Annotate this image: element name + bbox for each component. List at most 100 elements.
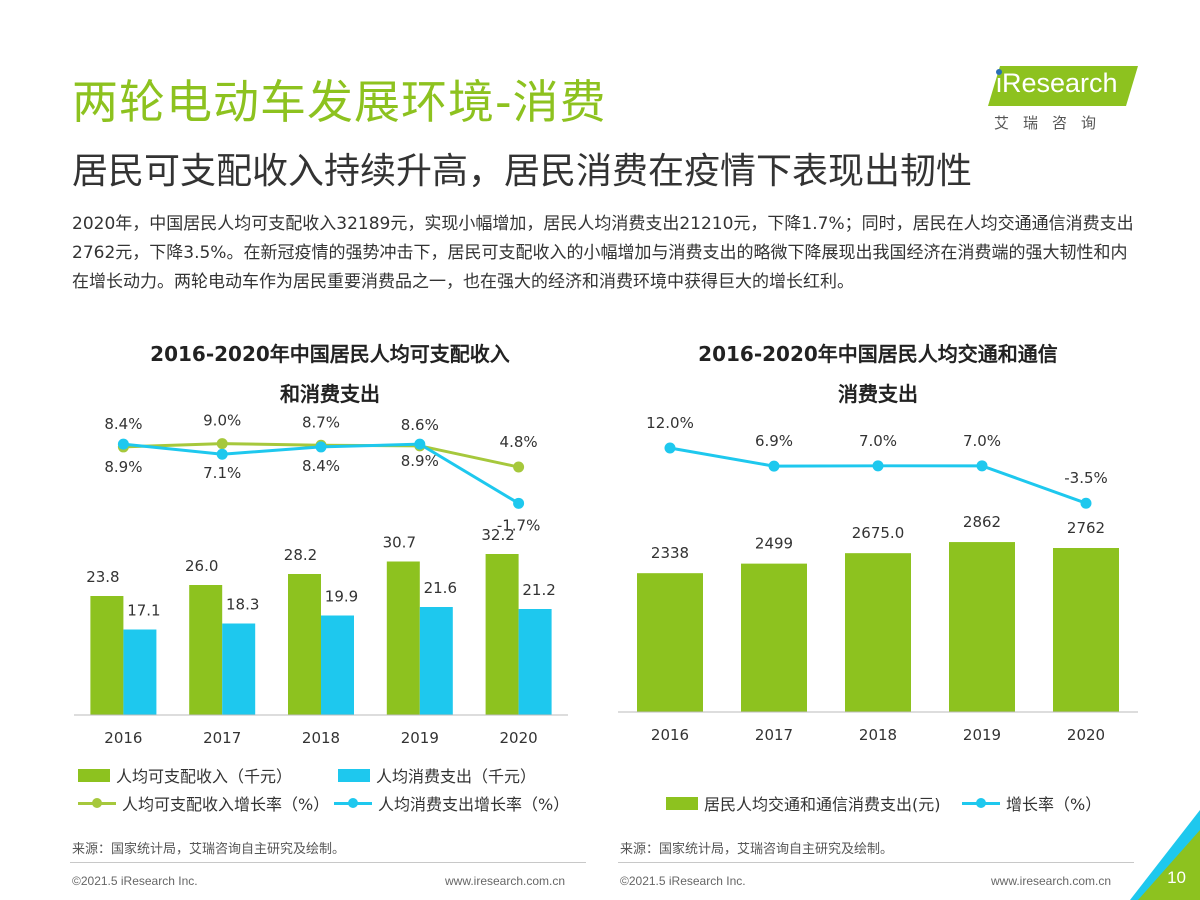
footer-divider-right (618, 862, 1134, 863)
bar-income (485, 554, 519, 715)
x-tick-label: 2016 (104, 729, 142, 747)
iresearch-logo: iResearch 艾瑞咨询 (982, 64, 1142, 134)
transport-growth-line (669, 446, 1087, 505)
consumption-growth-label: 8.9% (401, 452, 439, 470)
bar-transport (949, 542, 1015, 712)
consumption-growth-label: 7.1% (203, 464, 241, 482)
income-growth-point (216, 438, 228, 450)
x-tick-label: 2020 (500, 729, 538, 747)
chart2-source: 来源：国家统计局，艾瑞咨询自主研究及绘制。 (620, 842, 894, 857)
consumption-growth-label: 8.9% (104, 458, 142, 476)
bar-consumption (518, 609, 552, 715)
transport-growth-label: -3.5% (1064, 469, 1108, 487)
income-consumption-chart: 23.8 17.1 2016 26.0 18.3 2017 28.2 19.9 2018 30.7… (74, 412, 568, 747)
transport-growth-label: 7.0% (963, 432, 1001, 450)
bar-consumption (123, 629, 157, 715)
transport-growth-label: 7.0% (859, 432, 897, 450)
x-tick-label: 2020 (1067, 726, 1105, 744)
consumption-growth-point (414, 438, 426, 450)
bar-consumption (419, 607, 453, 715)
income-growth-label: 9.0% (203, 412, 241, 430)
x-tick-label: 2019 (963, 726, 1001, 744)
label-transport: 2762 (1067, 519, 1105, 537)
legend-line-green (78, 797, 116, 810)
label-income: 32.2 (481, 526, 514, 544)
x-tick-label: 2018 (859, 726, 897, 744)
logo-dot-icon (996, 69, 1002, 75)
legend-label: 人均可支配收入（千元） (116, 767, 293, 786)
chart2-title-line2: 消费支出 (838, 382, 918, 406)
legend-label: 人均消费支出（千元） (376, 767, 537, 786)
corner-triangle-decoration (1130, 810, 1200, 900)
label-transport: 2338 (651, 544, 689, 562)
legend-income-bar: 人均可支配收入（千元） (78, 763, 292, 787)
consumption-growth-point (315, 441, 327, 453)
label-income: 26.0 (185, 557, 218, 575)
label-income: 30.7 (383, 534, 416, 552)
label-transport: 2499 (755, 535, 793, 553)
bar-income (189, 585, 223, 715)
consumption-growth-label: -1.7% (497, 516, 541, 534)
chart2-title: 2016-2020年中国居民人均交通和通信 消费支出 (618, 334, 1138, 414)
income-growth-label: 8.4% (104, 415, 142, 433)
bar-transport (1053, 548, 1119, 712)
footer-divider-left (70, 862, 586, 863)
income-growth-point (513, 461, 525, 473)
legend-consumption-bar: 人均消费支出（千元） (338, 763, 536, 787)
legend-line-blue (962, 797, 1000, 810)
chart1-title-line2: 和消费支出 (280, 382, 380, 406)
legend-transport-bar: 居民人均交通和通信消费支出(元) (666, 791, 941, 815)
legend-label: 居民人均交通和通信消费支出(元) (704, 795, 941, 814)
income-growth-label: 4.8% (500, 433, 538, 451)
label-income: 28.2 (284, 546, 317, 564)
legend-transport-growth-line: 增长率（%） (962, 791, 1101, 815)
bar-income (386, 561, 420, 715)
x-tick-label: 2017 (755, 726, 793, 744)
bar-transport (845, 553, 911, 712)
transport-growth-point (976, 460, 988, 472)
logo-badge (988, 66, 1138, 106)
bar-consumption (321, 615, 354, 715)
legend-swatch-green (666, 796, 698, 810)
bar-income (90, 596, 124, 715)
legend-label: 人均可支配收入增长率（%） (122, 795, 330, 814)
income-growth-label: 8.6% (401, 416, 439, 434)
transport-growth-point (872, 460, 884, 472)
footer-url-right[interactable]: www.iresearch.com.cn (991, 874, 1112, 888)
bar-transport (741, 563, 807, 712)
chart1-title-line1: 2016-2020年中国居民人均可支配收入 (150, 342, 510, 366)
bar-transport (637, 573, 703, 712)
logo-chinese-text: 艾瑞咨询 (994, 114, 1111, 132)
bar-income (288, 574, 321, 715)
legend-label: 增长率（%） (1006, 795, 1102, 814)
x-tick-label: 2018 (302, 729, 340, 747)
chart2-title-line1: 2016-2020年中国居民人均交通和通信 (698, 342, 1058, 366)
transport-growth-label: 12.0% (646, 414, 694, 432)
chart1-title: 2016-2020年中国居民人均可支配收入 和消费支出 (70, 334, 590, 414)
label-consumption: 21.2 (522, 581, 555, 599)
legend-label: 人均消费支出增长率（%） (378, 795, 570, 814)
consumption-growth-point (216, 448, 228, 460)
footer-copyright-right: ©2021.5 iResearch Inc. (620, 874, 746, 888)
logo-text: iResearch (996, 68, 1118, 98)
income-growth-label: 8.7% (302, 413, 340, 431)
page-title: 两轮电动车发展环境-消费 (72, 75, 607, 129)
legend-income-growth-line: 人均可支配收入增长率（%） (78, 791, 329, 815)
label-income: 23.8 (86, 568, 119, 586)
summary-paragraph: 2020年，中国居民人均可支配收入32189元，实现小幅增加，居民人均消费支出2… (72, 214, 1134, 292)
transport-growth-point (664, 442, 676, 454)
legend-swatch-blue (338, 768, 370, 782)
legend-line-blue (334, 797, 372, 810)
transport-growth-label: 6.9% (755, 432, 793, 450)
label-transport: 2675.0 (852, 524, 905, 542)
x-tick-label: 2017 (203, 729, 241, 747)
footer-url-left[interactable]: www.iresearch.com.cn (445, 874, 566, 888)
x-tick-label: 2019 (401, 729, 439, 747)
consumption-growth-point (117, 438, 129, 450)
consumption-growth-point (513, 497, 525, 509)
bar-consumption (222, 623, 256, 715)
transport-growth-point (768, 460, 780, 472)
label-consumption: 18.3 (226, 596, 259, 614)
legend-consumption-growth-line: 人均消费支出增长率（%） (334, 791, 569, 815)
transport-growth-point (1080, 497, 1092, 509)
